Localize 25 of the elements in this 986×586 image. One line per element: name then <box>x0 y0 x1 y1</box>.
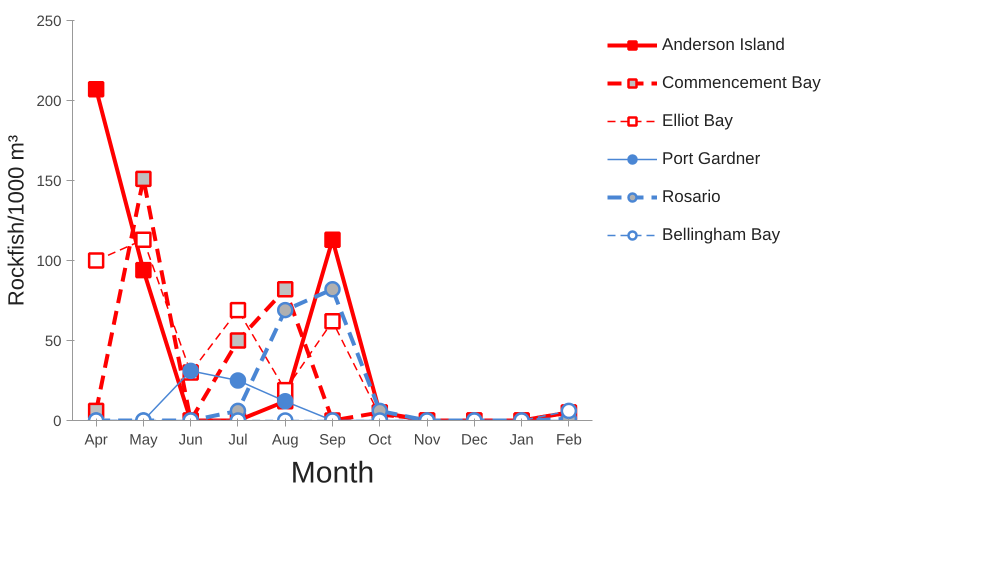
legend-label: Anderson Island <box>662 35 785 55</box>
y-tick-label: 200 <box>36 93 62 110</box>
legend-label: Port Gardner <box>662 149 760 169</box>
legend-label: Commencement Bay <box>662 73 821 93</box>
x-tick-label: Oct <box>368 432 392 448</box>
y-tick-label: 50 <box>44 333 62 350</box>
x-tick-label: Apr <box>84 432 108 448</box>
x-tick-label: Sep <box>319 432 346 448</box>
x-tick-label: Jul <box>228 432 248 448</box>
legend-label: Rosario <box>662 187 721 207</box>
legend-label: Bellingham Bay <box>662 225 780 245</box>
x-tick-label: Dec <box>460 432 488 448</box>
x-tick-label: Jan <box>510 432 534 448</box>
y-tick-label: 250 <box>36 13 62 30</box>
legend-label: Elliot Bay <box>662 111 733 131</box>
x-tick-label: Jun <box>178 432 203 448</box>
y-axis-title: Rockfish/1000 m³ <box>3 134 28 306</box>
y-tick-label: 150 <box>36 173 62 190</box>
x-tick-label: Feb <box>556 432 582 448</box>
x-tick-label: Aug <box>272 432 299 448</box>
y-tick-label: 100 <box>36 253 62 270</box>
x-tick-label: Nov <box>414 432 441 448</box>
x-tick-label: May <box>129 432 158 448</box>
x-axis-title: Month <box>290 456 374 490</box>
y-tick-label: 0 <box>53 413 62 430</box>
